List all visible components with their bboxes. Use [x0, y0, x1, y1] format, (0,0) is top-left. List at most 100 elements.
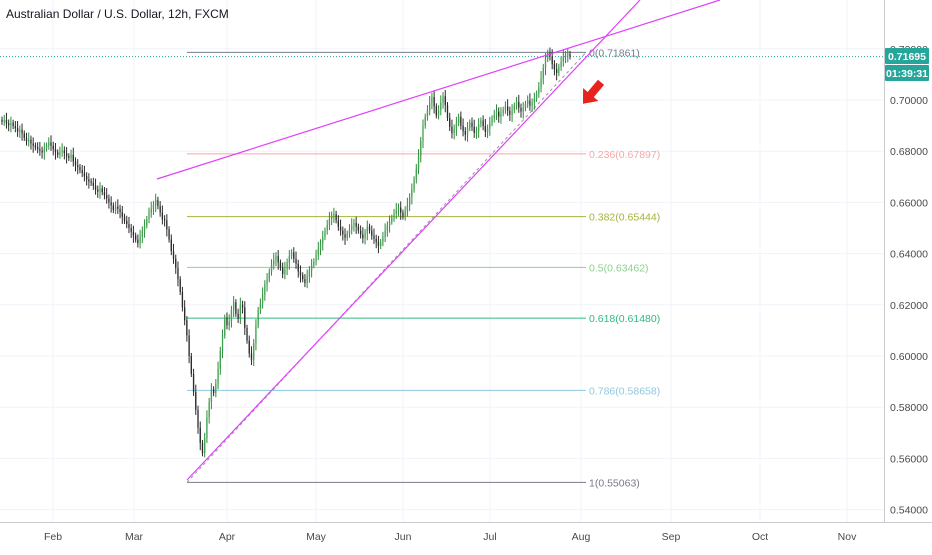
time-tick-label: Apr	[219, 531, 236, 543]
candle-body	[34, 145, 37, 148]
upper-trend-line	[156, 0, 721, 180]
candle-body	[159, 206, 161, 213]
candle-body	[451, 126, 453, 134]
candle-body	[166, 220, 168, 230]
candle-body	[146, 219, 148, 226]
candle-body	[464, 131, 466, 135]
candle-body	[54, 149, 57, 153]
time-tick-label: May	[306, 531, 327, 543]
candle-body	[114, 206, 117, 211]
candle-body	[471, 122, 473, 127]
candle-body	[339, 226, 342, 231]
candle-body	[424, 116, 426, 126]
candle-body	[210, 389, 213, 403]
candle-body	[181, 292, 184, 308]
candle-body	[297, 263, 299, 272]
candle-body	[417, 156, 420, 170]
candle-body	[273, 260, 275, 265]
candle-body	[270, 264, 273, 272]
candle-body	[237, 313, 239, 319]
trend-drawings[interactable]	[156, 0, 721, 481]
candle-body	[239, 304, 242, 319]
candle-body	[393, 213, 395, 218]
candle-body	[429, 103, 431, 111]
candle-body	[101, 188, 103, 193]
candle-body	[330, 215, 333, 220]
time-tick-label: Jul	[483, 531, 496, 543]
candle-body	[250, 353, 253, 360]
candle-body	[192, 373, 195, 392]
candle-body	[41, 150, 43, 153]
candle-body	[308, 270, 311, 277]
candle-body	[74, 161, 77, 166]
time-tick-label: Sep	[662, 531, 681, 543]
candle-body	[433, 96, 435, 107]
candle-body	[484, 126, 487, 132]
candle-body	[12, 122, 14, 127]
candle-body	[502, 109, 504, 114]
candle-body	[48, 142, 50, 146]
candle-body	[206, 417, 208, 438]
candle-body	[535, 93, 538, 99]
candle-body	[132, 231, 135, 236]
countdown-label: 01:39:31	[886, 68, 928, 80]
candle-body	[199, 427, 201, 444]
fibonacci-retracement[interactable]: 0(0.71861) 0.236(0.67897) 0.382(0.65444) 0.…	[0, 47, 884, 489]
candle-body	[518, 102, 520, 108]
candle-body	[384, 230, 386, 237]
candle-body	[123, 216, 126, 221]
candle-body	[493, 114, 495, 119]
candle-body	[482, 120, 484, 127]
price-tick-label: 0.70000	[890, 95, 928, 107]
candle-body	[538, 87, 540, 94]
candle-body	[152, 204, 155, 209]
candle-body	[157, 199, 159, 207]
candle-body	[449, 117, 451, 127]
candle-body	[498, 111, 500, 117]
candle-body	[453, 128, 455, 134]
price-tick-label: 0.58000	[890, 402, 928, 414]
candle-body	[259, 303, 262, 310]
candle-body	[57, 152, 59, 155]
candle-body	[228, 321, 230, 326]
time-tick-label: Jun	[395, 531, 412, 543]
candle-body	[391, 217, 393, 222]
candle-body	[411, 189, 413, 198]
candle-body	[79, 167, 81, 171]
candle-body	[513, 105, 515, 111]
candle-body	[564, 55, 567, 57]
candle-body	[527, 100, 529, 104]
candle-body	[495, 111, 498, 115]
candle-body	[293, 252, 295, 259]
candle-body	[368, 226, 371, 231]
candle-body	[522, 108, 524, 112]
candle-body	[110, 202, 112, 206]
candle-body	[163, 219, 166, 221]
candle-body	[420, 140, 422, 157]
candle-body	[183, 307, 186, 321]
candle-body	[32, 143, 34, 146]
candle-body	[306, 276, 308, 284]
candle-body	[219, 350, 221, 369]
candle-body	[88, 179, 90, 182]
candle-body	[379, 242, 382, 246]
candle-body	[112, 205, 115, 211]
price-axis[interactable]: 0.54000 0.56000 0.58000 0.60000 0.62000 0.640…	[890, 44, 928, 517]
last-price-label: 0.71695	[888, 51, 926, 63]
candle-body	[506, 106, 509, 111]
candle-body	[515, 102, 518, 106]
candle-body	[440, 102, 442, 111]
candle-body	[431, 96, 433, 104]
candle-body	[337, 220, 340, 227]
candle-body	[455, 123, 458, 129]
candle-body	[362, 234, 364, 239]
candle-body	[5, 119, 8, 124]
fib-level-label: 1(0.55063)	[589, 477, 640, 489]
fib-level-label: 0(0.71861)	[589, 47, 640, 59]
candle-body	[63, 150, 66, 154]
candle-body	[457, 116, 460, 124]
time-axis[interactable]: Feb Mar Apr May Jun Jul Aug Sep Oct Nov	[44, 531, 857, 543]
candle-body	[295, 258, 297, 264]
